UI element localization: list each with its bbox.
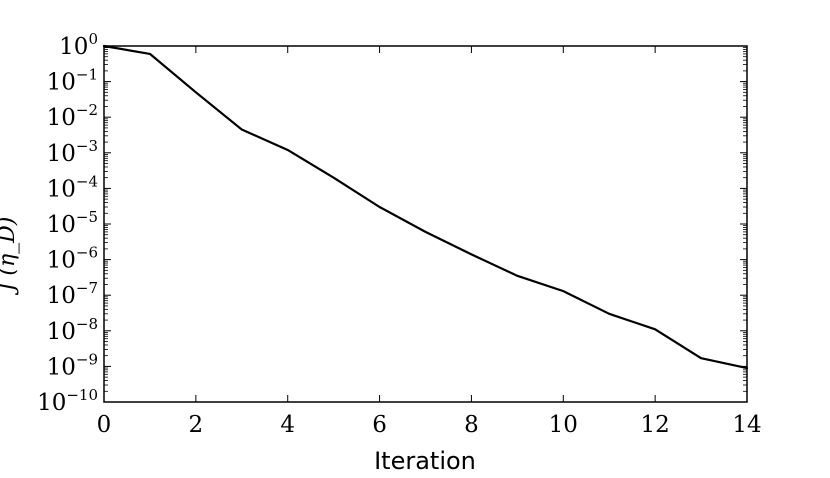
x-axis-label: Iteration [374,447,476,474]
y-tick-label: 10−10 [37,386,98,416]
x-tick-label: 6 [372,412,387,438]
y-tick-label: 10−3 [47,137,98,167]
x-tick-label: 12 [641,412,670,438]
y-axis-ticks: 100 10−1 10−2 10−3 10−4 10−5 10−6 10−7 10−8 10−9 1… [37,30,747,416]
series-group [102,44,749,370]
x-tick-label: 2 [189,412,204,438]
plot-frame [103,45,748,403]
y-tick-label: 10−9 [47,350,98,380]
y-tick-label: 100 [59,30,98,60]
series-line [102,44,749,370]
y-tick-label: 10−6 [47,244,98,274]
y-tick-label: 10−2 [47,101,98,131]
x-tick-label: 4 [280,412,295,438]
x-axis-ticks: 0 2 4 6 8 10 12 14 [97,46,762,438]
x-tick-label: 0 [97,412,112,438]
plot-area [103,45,748,403]
x-tick-label: 10 [549,412,578,438]
y-tick-label: 10−8 [47,315,98,345]
x-tick-label: 8 [464,412,479,438]
y-tick-label: 10−5 [47,208,98,238]
y-tick-label: 10−1 [47,66,98,96]
y-tick-label: 10−4 [47,172,98,202]
x-tick-label: 14 [732,412,761,438]
y-axis-label: J (η_D) [0,217,20,296]
y-tick-label: 10−7 [47,279,98,309]
